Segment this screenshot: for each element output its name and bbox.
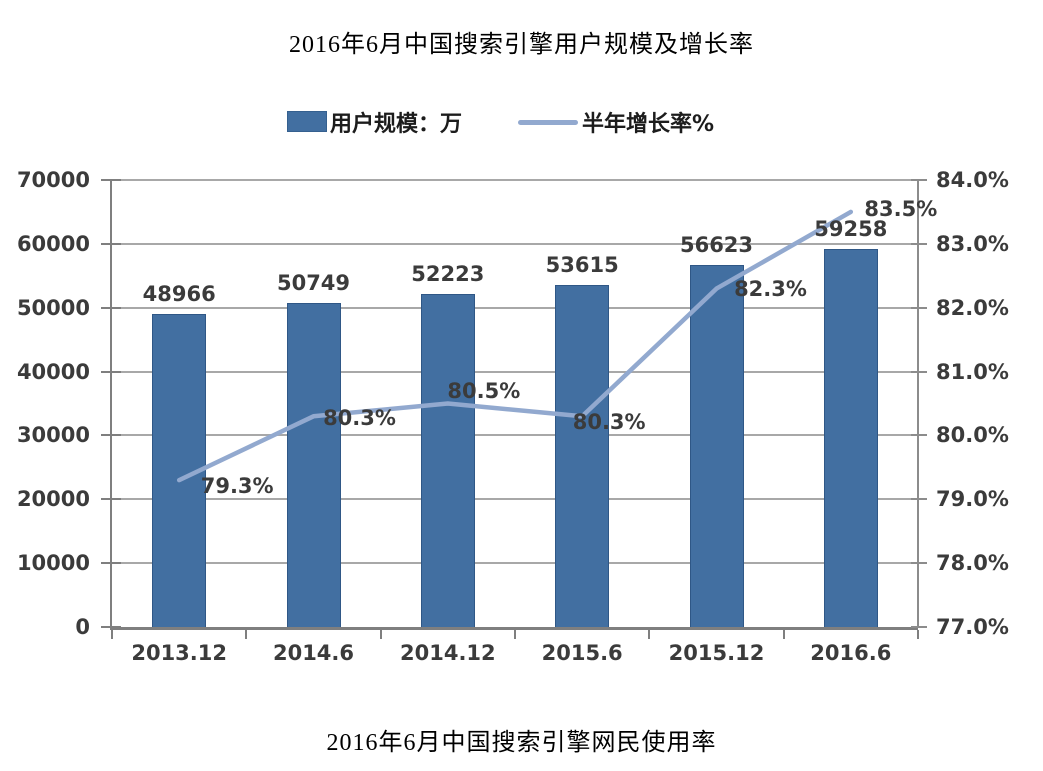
left-axis-tick	[101, 242, 121, 245]
bar-value-label: 53615	[545, 253, 619, 277]
x-axis-tick	[514, 630, 516, 639]
line-series-legend-label: 半年增长率%	[582, 112, 715, 137]
right-axis-tick-label: 83.0%	[936, 231, 1009, 256]
right-axis-tick-label: 80.0%	[936, 423, 1009, 448]
bar	[152, 314, 207, 627]
left-axis-tick-label: 50000	[16, 295, 90, 320]
x-axis-label: 2013.12	[131, 641, 227, 665]
gridline	[112, 434, 918, 437]
left-axis-tick	[101, 498, 121, 501]
left-axis-tick	[101, 626, 121, 628]
left-axis-tick-label: 60000	[16, 231, 90, 256]
line-point-label: 82.3%	[734, 276, 807, 301]
bar	[823, 249, 878, 627]
left-axis-tick-label: 20000	[16, 487, 90, 512]
plot-area: 0 77.0% 10000 78.0% 20000 79.0% 30000 80.0% 4000…	[17, 168, 1009, 665]
line-point-label: 80.3%	[323, 406, 396, 431]
gridline	[112, 306, 918, 309]
right-axis-tick-label: 77.0%	[936, 615, 1009, 639]
bar-series-legend-label: 用户规模：万	[330, 112, 463, 137]
bar-value-label: 48966	[142, 282, 216, 306]
x-axis-tick	[917, 630, 919, 639]
bar	[555, 285, 610, 627]
x-axis-label: 2015.6	[541, 641, 623, 665]
x-axis-tick	[782, 630, 785, 639]
chart-title: 2016年6月中国搜索引擎用户规模及增长率	[289, 32, 754, 58]
bar-series-swatch	[287, 111, 327, 132]
bar	[420, 294, 475, 627]
left-axis-tick-label: 30000	[16, 423, 90, 448]
x-axis-label: 2014.6	[272, 641, 355, 665]
left-axis-tick	[101, 179, 121, 181]
gridline	[112, 242, 918, 245]
line-point-label: 80.3%	[572, 410, 646, 435]
left-axis-tick	[101, 434, 121, 437]
bar	[689, 265, 744, 627]
right-axis-tick	[911, 242, 927, 245]
line-point-label: 80.5%	[447, 378, 521, 403]
bar-value-label: 50749	[276, 271, 351, 295]
left-axis-tick-label: 10000	[16, 551, 90, 576]
right-axis-tick-label: 82.0%	[936, 295, 1009, 320]
line-point-label: 83.5%	[864, 196, 938, 221]
gridline	[112, 179, 918, 181]
left-axis-tick-label: 40000	[16, 359, 90, 384]
bar-value-label: 56623	[679, 233, 754, 257]
x-axis-tick	[111, 630, 113, 639]
right-axis-tick	[911, 370, 927, 373]
right-axis-tick-label: 79.0%	[936, 487, 1009, 512]
x-axis-label: 2014.12	[400, 641, 496, 665]
right-axis-tick-label: 78.0%	[936, 551, 1009, 576]
x-axis-tick	[245, 630, 248, 639]
bar-value-label: 52223	[411, 262, 485, 286]
gridline	[112, 498, 918, 501]
gridline	[112, 562, 918, 565]
bottom-caption: 2016年6月中国搜索引擎网民使用率	[326, 730, 717, 756]
x-axis-tick	[379, 630, 382, 639]
right-axis-tick	[911, 434, 927, 437]
right-axis-tick-label: 84.0%	[936, 168, 1009, 192]
x-axis-label: 2016.6	[810, 641, 892, 665]
left-axis-tick-label: 0	[75, 615, 90, 639]
right-axis-line	[917, 180, 919, 627]
right-axis-tick	[911, 626, 927, 628]
line-point-label: 79.3%	[200, 474, 274, 499]
right-axis-tick	[911, 562, 927, 565]
line-series-swatch	[518, 120, 578, 125]
x-axis-label: 2015.12	[668, 641, 765, 665]
growth-rate-line	[176, 209, 854, 483]
right-axis-tick-label: 81.0%	[936, 359, 1009, 384]
right-axis-tick	[911, 306, 927, 309]
gridline	[112, 370, 918, 373]
x-axis-tick	[648, 630, 651, 639]
left-axis-tick	[101, 370, 121, 373]
bar	[286, 303, 341, 627]
left-axis-tick-label: 70000	[16, 168, 90, 192]
right-axis-tick	[911, 179, 927, 181]
left-axis-tick	[101, 306, 121, 309]
right-axis-tick	[911, 498, 927, 501]
left-axis-tick	[101, 562, 121, 565]
